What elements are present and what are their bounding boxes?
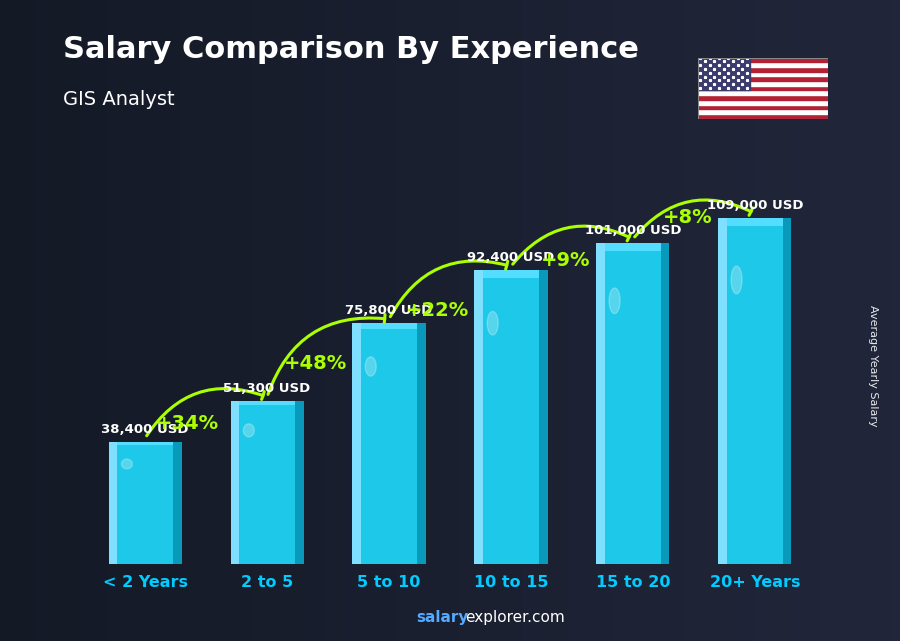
Bar [698,81,828,86]
Bar [661,243,670,564]
Bar [727,217,783,226]
Text: 51,300 USD: 51,300 USD [223,382,310,395]
Bar [698,95,828,100]
Text: 92,400 USD: 92,400 USD [467,251,554,264]
Bar [698,67,828,72]
Bar [117,442,173,445]
Bar [698,114,828,119]
Bar [605,243,661,251]
Bar [597,243,605,564]
Text: +34%: +34% [157,413,220,433]
Text: explorer.com: explorer.com [465,610,565,625]
Ellipse shape [243,424,255,437]
Bar [698,100,828,104]
Ellipse shape [487,312,499,335]
Text: +9%: +9% [541,251,590,270]
Bar [539,271,547,564]
Bar [698,76,828,81]
Bar [483,271,539,278]
Text: 109,000 USD: 109,000 USD [706,199,803,212]
Bar [361,323,417,329]
Bar [353,323,426,564]
Bar [173,442,182,564]
Text: Average Yearly Salary: Average Yearly Salary [868,304,878,426]
Bar [474,271,483,564]
Text: 101,000 USD: 101,000 USD [585,224,681,237]
Bar [109,442,117,564]
Bar [698,86,828,90]
Text: 75,800 USD: 75,800 USD [346,304,433,317]
Bar [698,58,750,90]
Bar [718,217,791,564]
Text: +22%: +22% [406,301,470,320]
Bar [230,401,239,564]
Bar [109,442,182,564]
Ellipse shape [731,266,742,294]
Bar [698,109,828,114]
Text: salary: salary [416,610,468,625]
Bar [698,62,828,67]
Text: +48%: +48% [284,354,347,373]
Bar [718,217,727,564]
Text: GIS Analyst: GIS Analyst [63,90,175,109]
Bar [783,217,791,564]
Ellipse shape [609,288,620,313]
Text: Salary Comparison By Experience: Salary Comparison By Experience [63,35,639,64]
Text: 38,400 USD: 38,400 USD [102,423,189,436]
Bar [230,401,303,564]
Bar [698,90,828,95]
Bar [353,323,361,564]
Bar [597,243,670,564]
Bar [295,401,303,564]
Bar [698,72,828,76]
Bar [474,271,547,564]
Bar [698,104,828,109]
Text: +8%: +8% [663,208,713,228]
Bar [417,323,426,564]
Bar [239,401,295,405]
Bar [698,58,828,62]
Ellipse shape [365,357,376,376]
Ellipse shape [122,459,132,469]
